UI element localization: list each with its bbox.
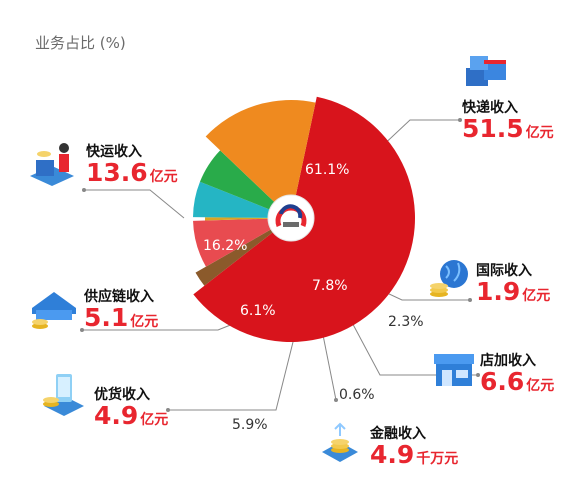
segment-value-finance: 4.9 千万元 [370, 440, 458, 469]
slice-express [193, 96, 416, 343]
storefront-icon [434, 354, 474, 386]
percent-label-freight: 16.2% [203, 238, 248, 254]
chart-title: 业务占比 (%) [35, 34, 126, 52]
connector-express [377, 119, 460, 151]
chart-slices [193, 96, 416, 343]
percent-label-express: 61.1% [305, 162, 350, 178]
segment-value-supply-chain: 5.1 亿元 [84, 303, 158, 332]
segment-value-express: 51.5 亿元 [462, 114, 554, 143]
revenue-number: 4.9 [370, 440, 415, 469]
revenue-number: 6.6 [480, 367, 525, 396]
revenue-unit: 亿元 [526, 378, 555, 394]
slice-youhuo [193, 181, 273, 218]
delivery-person-icon [30, 143, 74, 186]
percent-label-store: 7.8% [312, 278, 348, 294]
connector-dot-international [468, 298, 472, 302]
percent-label-finance: 0.6% [339, 387, 375, 403]
connector-freight [84, 189, 185, 219]
revenue-number: 1.9 [476, 277, 521, 306]
segment-name-store: 店加收入 [480, 353, 536, 369]
connector-dot-finance [334, 398, 338, 402]
revenue-number: 51.5 [462, 114, 524, 143]
warehouse-icon [32, 292, 76, 329]
segment-value-freight: 13.6 亿元 [86, 158, 178, 187]
slice-supply-chain [199, 150, 277, 211]
segment-name-freight: 快运收入 [86, 144, 142, 160]
coin-stack-icon [322, 422, 358, 462]
connector-dot-youhuo [166, 408, 170, 412]
slice-international [195, 227, 276, 286]
segment-name-supply-chain: 供应链收入 [84, 289, 154, 305]
revenue-unit: 亿元 [130, 314, 159, 330]
segment-name-express: 快递收入 [462, 100, 518, 116]
revenue-number: 5.1 [84, 303, 129, 332]
segment-name-finance: 金融收入 [370, 426, 426, 442]
phone-coins-icon [43, 374, 84, 416]
connector-dot-store [476, 373, 480, 377]
connector-dot-freight [82, 188, 86, 192]
revenue-unit: 千万元 [416, 451, 459, 467]
percent-label-youhuo: 5.9% [232, 417, 268, 433]
revenue-number: 4.9 [94, 401, 139, 430]
segment-value-youhuo: 4.9 亿元 [94, 401, 168, 430]
revenue-unit: 亿元 [522, 288, 551, 304]
connector-dot-express [458, 118, 462, 122]
revenue-unit: 亿元 [525, 125, 554, 141]
slice-freight [205, 100, 316, 205]
segment-name-youhuo: 优货收入 [94, 387, 150, 403]
revenue-number: 13.6 [86, 158, 148, 187]
revenue-unit: 亿元 [149, 169, 178, 185]
slice-store [193, 218, 274, 267]
percent-label-international: 2.3% [388, 314, 424, 330]
connector-youhuo [168, 337, 295, 411]
revenue-unit: 亿元 [140, 412, 169, 428]
percent-label-supply-chain: 6.1% [240, 303, 276, 319]
company-logo-icon [267, 194, 315, 242]
globe-coins-icon [430, 260, 468, 297]
segment-value-international: 1.9 亿元 [476, 277, 550, 306]
segment-name-international: 国际收入 [476, 263, 532, 279]
connector-dot-supply-chain [80, 328, 84, 332]
segment-value-store: 6.6 亿元 [480, 367, 554, 396]
slice-finance [205, 217, 272, 221]
parcel-boxes-icon [466, 56, 506, 86]
